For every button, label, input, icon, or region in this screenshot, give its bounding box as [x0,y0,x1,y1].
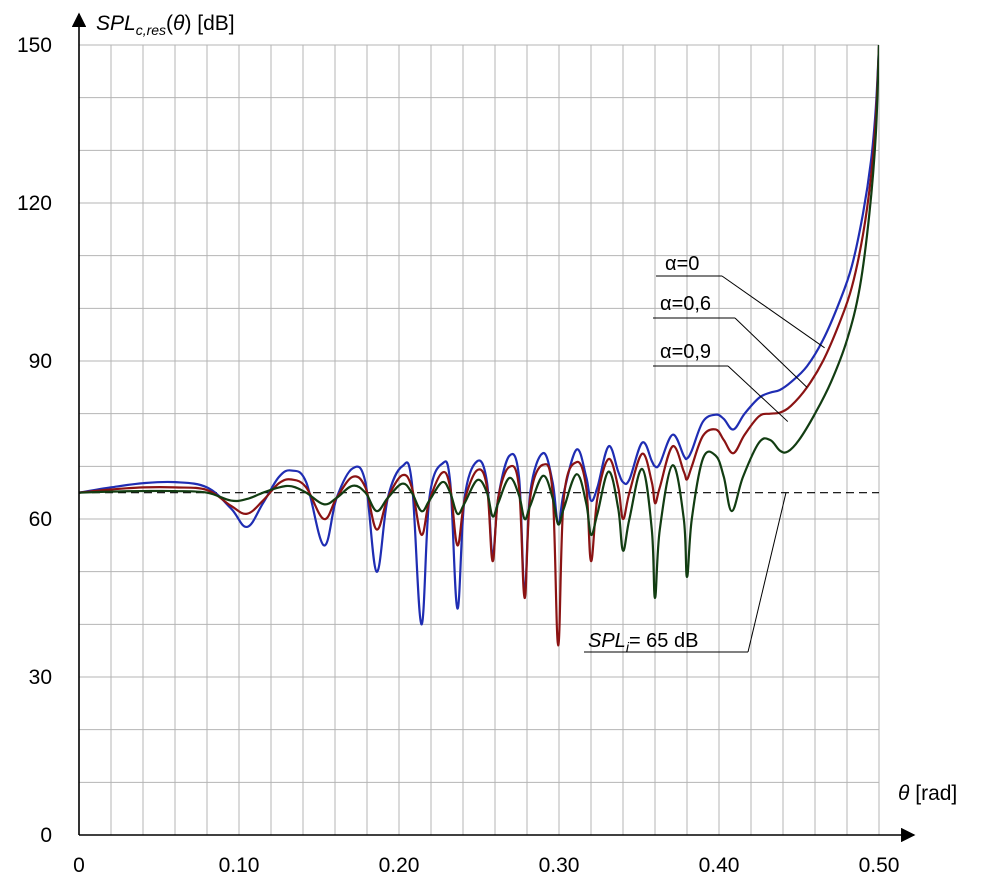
reference-label-leader [747,492,787,653]
x-axis-title: θ [rad] [898,782,957,805]
series-layer [79,44,879,647]
x-tick-label: 0 [73,854,85,877]
x-tick-label: 0.30 [539,854,580,877]
y-tick-label: 30 [29,666,52,689]
series-line-2 [79,44,879,600]
y-tick-label: 0 [40,824,52,847]
y-tick-label: 150 [17,34,52,57]
y-tick-label: 90 [29,350,52,373]
reference-line-label: SPLi= 65 dB [588,630,698,655]
y-axis-title: SPLc,res(θ) [dB] [96,12,235,38]
annotations: α=0 α=0,6 α=0,9 [584,253,825,653]
series-line-1 [79,44,879,647]
series-label-leader [721,275,825,349]
series-label-leader [734,317,808,388]
axes [71,12,916,843]
x-tick-label: 0.10 [219,854,260,877]
y-tick-label: 60 [29,508,52,531]
x-tick-label: 0.40 [699,854,740,877]
x-tick-label: 0.50 [859,854,900,877]
y-tick-label: 120 [17,192,52,215]
series-label-2: α=0,9 [660,341,711,363]
tick-labels: 0 0.10 0.20 0.30 0.40 0.50 0 30 60 90 120 150 [17,34,899,877]
series-label-1: α=0,6 [660,293,711,315]
series-line-0 [79,44,879,626]
series-label-leader [727,365,789,422]
x-tick-label: 0.20 [379,854,420,877]
grid-lines [79,44,880,835]
series-label-0: α=0 [665,253,699,275]
